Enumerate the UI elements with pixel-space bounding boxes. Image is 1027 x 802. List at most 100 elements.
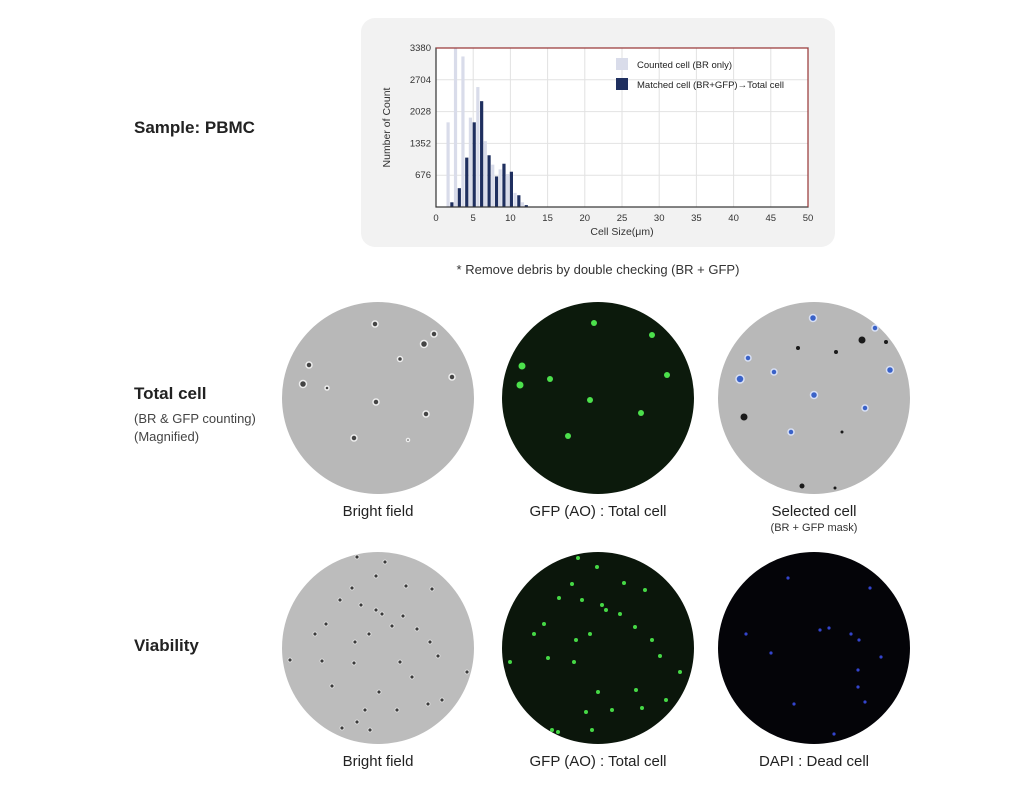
bar-counted xyxy=(476,87,480,207)
cell-dot xyxy=(744,632,748,636)
x-tick-label: 40 xyxy=(728,213,739,224)
bar-counted xyxy=(468,117,472,207)
cell-dot xyxy=(664,698,668,702)
cell-dot xyxy=(849,632,853,636)
cell-dot xyxy=(580,598,584,602)
x-tick-label: 20 xyxy=(580,213,591,224)
cell-dot xyxy=(576,556,580,560)
cell-dot xyxy=(349,585,355,591)
cell-dot xyxy=(618,612,622,616)
x-axis-label: Cell Size(μm) xyxy=(590,226,653,238)
cell-dot xyxy=(857,638,861,642)
cell-dot xyxy=(596,690,600,694)
y-tick-label: 2028 xyxy=(410,107,431,118)
cell-dot xyxy=(373,607,379,613)
gfp-magnified-image xyxy=(502,302,694,494)
cell-dot xyxy=(427,639,433,645)
caption-selected-cell-sub: (BR + GFP mask) xyxy=(770,522,858,534)
bar-counted xyxy=(513,192,517,207)
caption-gfp-1: GFP (AO) : Total cell xyxy=(529,503,667,520)
cell-dot xyxy=(827,626,831,630)
x-tick-label: 10 xyxy=(505,213,516,224)
cell-dot xyxy=(400,613,406,619)
cell-dot xyxy=(856,685,860,689)
cell-dot xyxy=(409,674,415,680)
cell-dot xyxy=(570,582,574,586)
cell-dot xyxy=(354,554,360,560)
cell-dot xyxy=(604,608,608,612)
cell-dot xyxy=(351,660,357,666)
bar-matched xyxy=(472,122,476,207)
cell-dot xyxy=(319,658,325,664)
x-tick-label: 30 xyxy=(654,213,665,224)
cell-dot xyxy=(425,701,431,707)
histogram-panel: 0 5 10 15 20 25 30 35 40 45 50 676 1352 2028 2704 3380 C… xyxy=(361,18,835,247)
bar-matched xyxy=(494,176,499,207)
selected-cell-image xyxy=(718,302,910,494)
y-axis-label: Number of Count xyxy=(381,87,393,167)
cell-dot xyxy=(382,559,388,565)
gfp-viability-image xyxy=(502,552,694,744)
row-subtitle-2: (Magnified) xyxy=(134,429,200,444)
cell-dot xyxy=(588,632,592,636)
cell-dot xyxy=(863,700,867,704)
cell-dot xyxy=(792,702,796,706)
cell-dot xyxy=(414,626,420,632)
caption-bright-field-2: Bright field xyxy=(342,753,414,770)
legend-entry: Counted cell (BR only) xyxy=(637,60,732,71)
bright-field-magnified-image xyxy=(282,302,474,494)
cell-dot xyxy=(389,623,395,629)
bar-matched xyxy=(457,188,461,207)
bar-counted xyxy=(520,202,525,207)
caption-selected-cell: Selected cell xyxy=(771,503,857,520)
cell-dot xyxy=(786,576,790,580)
cell-dot xyxy=(610,708,614,712)
bar-counted xyxy=(453,48,458,207)
row-subtitle-1: (BR & GFP counting) xyxy=(134,411,256,426)
cell-dot xyxy=(546,656,550,660)
cell-dot xyxy=(339,725,345,731)
bright-field-viability-image xyxy=(282,552,474,744)
cell-dot xyxy=(556,730,560,734)
y-tick-label: 2704 xyxy=(410,75,431,86)
cell-dot xyxy=(362,707,368,713)
cell-dot xyxy=(379,611,385,617)
cell-dot xyxy=(394,707,400,713)
x-tick-label: 45 xyxy=(766,213,777,224)
x-tick-label: 5 xyxy=(471,213,476,224)
cell-dot xyxy=(329,683,335,689)
cell-dot xyxy=(367,727,373,733)
cell-dot xyxy=(584,710,588,714)
cell-dot xyxy=(600,603,604,607)
y-tick-label: 1352 xyxy=(410,138,431,149)
legend-entry: Matched cell (BR+GFP)→Total cell xyxy=(637,80,784,91)
x-tick-label: 35 xyxy=(691,213,702,224)
cell-dot xyxy=(429,586,435,592)
row-title-viability: Viability xyxy=(134,636,199,655)
x-tick-label: 0 xyxy=(433,213,438,224)
cell-dot xyxy=(312,631,318,637)
caption-dapi: DAPI : Dead cell xyxy=(758,753,870,770)
legend-swatch xyxy=(616,78,628,90)
cell-dot xyxy=(634,688,638,692)
bar-matched xyxy=(509,171,513,207)
cell-dot xyxy=(595,565,599,569)
y-tick-label: 3380 xyxy=(410,43,431,54)
cell-dot xyxy=(818,628,822,632)
bar-matched xyxy=(502,163,506,207)
cell-dot xyxy=(508,660,512,664)
cell-dot xyxy=(557,596,561,600)
cell-dot xyxy=(435,653,441,659)
bar-counted xyxy=(506,174,510,207)
cell-dot xyxy=(403,583,409,589)
cell-dot xyxy=(352,639,358,645)
row-title-total-cell: Total cell xyxy=(134,384,207,403)
cell-dot xyxy=(439,697,445,703)
x-tick-label: 15 xyxy=(542,213,553,224)
cell-dot xyxy=(354,719,360,725)
cell-dot xyxy=(658,654,662,658)
cell-dot xyxy=(323,621,329,627)
cell-dot xyxy=(769,651,773,655)
cell-dot xyxy=(464,669,470,675)
bar-counted xyxy=(483,141,487,207)
